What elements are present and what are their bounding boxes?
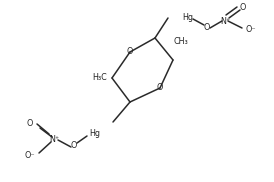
Text: O: O <box>127 48 133 56</box>
Text: O: O <box>157 84 163 92</box>
Text: O⁻: O⁻ <box>245 25 256 33</box>
Text: N⁺: N⁺ <box>49 136 59 145</box>
Text: O⁻: O⁻ <box>24 151 35 159</box>
Text: CH₃: CH₃ <box>174 37 189 46</box>
Text: Hg: Hg <box>182 13 193 21</box>
Text: H₃C: H₃C <box>92 74 107 82</box>
Text: N⁺: N⁺ <box>220 17 230 25</box>
Text: O: O <box>240 3 246 13</box>
Text: Hg: Hg <box>90 128 101 137</box>
Text: O: O <box>204 23 210 33</box>
Text: O: O <box>71 141 77 149</box>
Text: O: O <box>27 120 33 128</box>
